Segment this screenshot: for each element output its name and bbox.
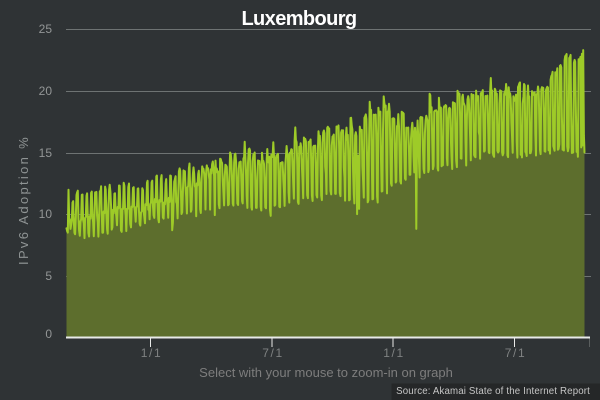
svg-text:Select with your mouse to zoom: Select with your mouse to zoom-in on gra… bbox=[199, 365, 453, 380]
svg-text:25: 25 bbox=[39, 22, 53, 36]
svg-text:1/1: 1/1 bbox=[141, 346, 162, 360]
svg-text:IPv6 Adoption %: IPv6 Adoption % bbox=[16, 135, 31, 265]
svg-text:7/1: 7/1 bbox=[262, 346, 283, 360]
svg-text:Source: Akamai State of the In: Source: Akamai State of the Internet Rep… bbox=[396, 386, 590, 397]
svg-text:5: 5 bbox=[45, 269, 52, 283]
svg-text:20: 20 bbox=[39, 84, 53, 98]
svg-text:15: 15 bbox=[39, 146, 53, 160]
svg-text:10: 10 bbox=[39, 207, 53, 221]
svg-text:1/1: 1/1 bbox=[383, 346, 404, 360]
svg-text:Luxembourg: Luxembourg bbox=[241, 8, 356, 30]
svg-text:7/1: 7/1 bbox=[505, 346, 526, 360]
svg-text:0: 0 bbox=[45, 327, 52, 341]
